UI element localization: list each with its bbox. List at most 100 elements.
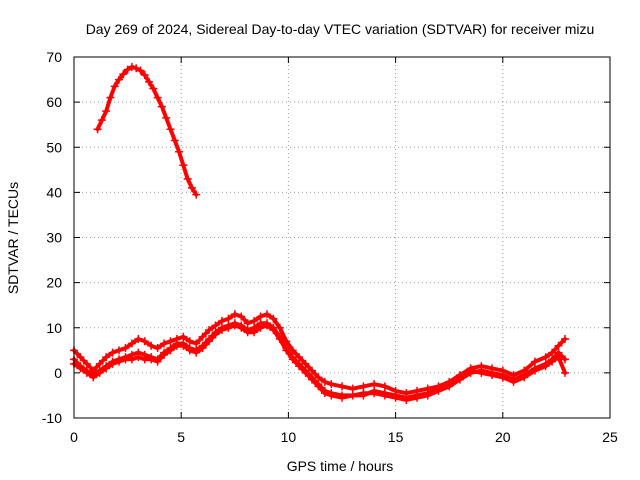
data-point: [256, 312, 265, 321]
data-point: [554, 353, 563, 362]
data-point: [179, 161, 188, 170]
data-point: [262, 321, 271, 330]
data-point: [530, 366, 539, 375]
data-point: [170, 136, 179, 145]
chart-title: Day 269 of 2024, Sidereal Day-to-day VTE…: [86, 21, 595, 37]
data-point: [102, 353, 111, 362]
data-point: [338, 382, 346, 391]
data-point: [217, 316, 226, 325]
data-point: [192, 348, 201, 357]
x-tick-label: 25: [602, 429, 618, 445]
data-point: [76, 353, 85, 362]
data-point: [179, 341, 188, 350]
data-point: [106, 93, 115, 102]
data-point: [82, 368, 91, 377]
y-tick-label: 70: [46, 49, 62, 65]
data-point: [211, 321, 220, 330]
data-point: [153, 344, 162, 353]
data-point: [359, 391, 368, 400]
y-tick-label: -10: [42, 410, 62, 426]
data-point: [327, 380, 336, 389]
data-point: [115, 357, 124, 366]
data-point: [301, 368, 310, 377]
data-point: [134, 353, 143, 362]
data-point: [185, 346, 194, 355]
data-point: [110, 82, 119, 91]
data-point: [149, 84, 158, 93]
data-point: [560, 355, 569, 364]
data-point: [115, 346, 124, 355]
data-point: [140, 337, 149, 346]
series-band-c: [70, 321, 569, 402]
data-point: [509, 377, 518, 386]
data-point: [256, 323, 265, 332]
data-point: [380, 389, 389, 398]
data-point: [102, 364, 111, 373]
y-tick-label: 50: [46, 139, 62, 155]
x-axis-ticks: 0 5 10 15 20 25: [70, 57, 618, 445]
y-tick-label: 20: [46, 275, 62, 291]
data-point: [434, 384, 443, 393]
data-point: [93, 125, 102, 134]
data-point: [320, 377, 329, 386]
data-point: [520, 373, 529, 382]
data-point: [127, 339, 136, 348]
data-point: [307, 375, 316, 384]
data-point: [250, 316, 259, 325]
data-point: [498, 373, 507, 382]
data-point: [224, 314, 233, 323]
data-point: [198, 332, 207, 341]
y-tick-label: 30: [46, 230, 62, 246]
grid-lines: [74, 57, 610, 418]
data-point: [560, 368, 569, 377]
y-tick-label: 10: [46, 320, 62, 336]
data-point: [123, 65, 132, 74]
data-point: [445, 380, 454, 389]
data-point: [217, 326, 226, 335]
data-point: [477, 368, 486, 377]
y-tick-label: 0: [54, 365, 62, 381]
data-point: [76, 364, 85, 373]
data-point: [275, 335, 284, 344]
data-point: [115, 75, 124, 84]
data-point: [541, 353, 550, 362]
data-point: [359, 382, 368, 391]
data-point: [370, 386, 379, 395]
series-high-arc: [93, 62, 201, 199]
data-point: [269, 314, 278, 323]
data-point: [262, 310, 271, 319]
data-point: [162, 113, 171, 122]
data-point: [370, 380, 379, 389]
data-point: [192, 190, 201, 199]
x-axis-label: GPS time / hours: [287, 458, 394, 474]
data-point: [243, 319, 252, 328]
data-point: [183, 174, 192, 183]
data-point: [466, 366, 475, 375]
data-point: [185, 337, 194, 346]
data-point: [198, 344, 207, 353]
data-point: [402, 393, 411, 402]
data-point: [127, 355, 136, 364]
data-point: [179, 332, 188, 341]
data-series-group: [70, 62, 569, 404]
data-point: [160, 339, 169, 348]
data-point: [140, 71, 149, 80]
data-point: [237, 323, 246, 332]
data-point: [102, 107, 111, 116]
data-point: [348, 384, 357, 393]
data-point: [205, 337, 214, 346]
data-point: [237, 312, 246, 321]
x-tick-label: 15: [388, 429, 404, 445]
data-point: [166, 125, 175, 134]
data-point: [391, 391, 400, 400]
data-point: [230, 321, 239, 330]
data-point: [175, 147, 184, 156]
data-point: [157, 102, 166, 111]
data-point: [230, 310, 239, 319]
data-point: [224, 323, 233, 332]
x-tick-label: 0: [70, 429, 78, 445]
data-point: [282, 346, 291, 355]
data-point: [205, 326, 214, 335]
